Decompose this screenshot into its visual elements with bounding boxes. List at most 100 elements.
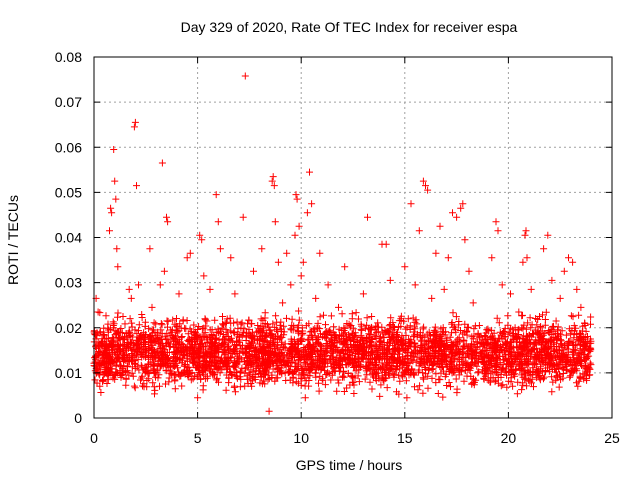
data-point — [527, 324, 535, 332]
data-point — [355, 363, 363, 371]
data-point — [585, 340, 593, 347]
data-point — [424, 186, 432, 194]
data-point — [524, 348, 532, 356]
data-point — [157, 362, 165, 370]
data-point — [327, 312, 335, 320]
data-point — [468, 379, 476, 387]
data-point — [214, 344, 222, 352]
data-point — [383, 354, 391, 362]
data-point — [109, 318, 117, 326]
data-point — [230, 319, 238, 327]
data-point — [474, 358, 482, 366]
data-point — [440, 367, 447, 375]
data-point — [103, 364, 111, 372]
data-point — [141, 318, 149, 326]
data-point — [351, 374, 359, 382]
data-point — [331, 339, 339, 346]
data-point — [303, 209, 311, 217]
data-point — [287, 281, 295, 289]
data-point — [442, 354, 450, 362]
x-tick-label: 10 — [293, 430, 309, 446]
data-point — [268, 371, 276, 379]
data-point — [558, 343, 566, 351]
data-point — [290, 344, 298, 352]
data-point — [200, 324, 208, 332]
data-point — [519, 373, 527, 381]
data-point — [102, 349, 110, 357]
data-point — [221, 335, 229, 343]
data-point — [281, 369, 289, 377]
data-point — [500, 333, 508, 341]
data-point — [240, 357, 248, 365]
data-point — [103, 348, 111, 356]
data-point — [346, 349, 354, 357]
data-point — [507, 290, 514, 298]
data-point — [413, 320, 421, 328]
data-point — [230, 357, 238, 365]
data-point — [431, 323, 439, 331]
data-point — [176, 355, 184, 363]
data-point — [558, 364, 566, 372]
data-point — [581, 334, 589, 341]
data-point — [371, 370, 379, 378]
data-point — [103, 380, 111, 387]
data-point — [122, 330, 130, 337]
data-point — [381, 351, 389, 359]
data-point — [300, 358, 308, 366]
data-point — [248, 333, 256, 341]
data-point — [246, 355, 254, 363]
data-point — [171, 336, 179, 344]
data-point — [323, 346, 331, 354]
data-point — [311, 369, 319, 377]
data-point — [375, 334, 383, 342]
data-point — [176, 349, 184, 357]
data-point — [526, 377, 534, 385]
data-point — [452, 375, 460, 383]
data-point — [417, 358, 425, 366]
data-point — [430, 329, 438, 336]
data-point — [203, 372, 211, 380]
data-point — [563, 366, 571, 374]
data-point — [586, 359, 594, 367]
data-point — [388, 364, 395, 372]
data-point — [100, 324, 108, 332]
data-point — [492, 218, 500, 226]
data-point — [459, 362, 467, 370]
data-point — [304, 336, 312, 344]
data-point — [268, 177, 276, 185]
data-point — [216, 245, 224, 253]
data-point — [317, 365, 325, 373]
data-point — [411, 339, 419, 347]
data-point — [264, 376, 272, 384]
data-point — [360, 336, 368, 344]
data-point — [138, 372, 146, 380]
data-point — [579, 370, 587, 378]
data-point — [457, 204, 465, 212]
data-point — [233, 337, 240, 345]
data-point — [224, 343, 232, 351]
data-point — [161, 360, 169, 368]
data-point — [483, 339, 491, 347]
data-point — [395, 317, 403, 325]
data-point — [138, 332, 146, 340]
data-point — [324, 340, 332, 348]
data-point — [432, 379, 440, 387]
data-point — [573, 285, 581, 293]
data-point — [532, 315, 540, 322]
data-point — [126, 329, 134, 337]
data-point — [260, 377, 268, 385]
data-point — [140, 383, 148, 391]
data-point — [315, 379, 322, 387]
data-point — [131, 118, 139, 126]
data-point — [96, 340, 104, 348]
data-point — [336, 331, 344, 339]
data-point — [457, 327, 464, 334]
data-point — [212, 191, 220, 199]
data-point — [499, 381, 507, 389]
data-point — [340, 335, 348, 343]
data-point — [130, 382, 138, 390]
data-point — [197, 341, 205, 349]
data-point — [116, 358, 124, 366]
data-point — [138, 353, 146, 361]
data-point — [572, 365, 580, 373]
